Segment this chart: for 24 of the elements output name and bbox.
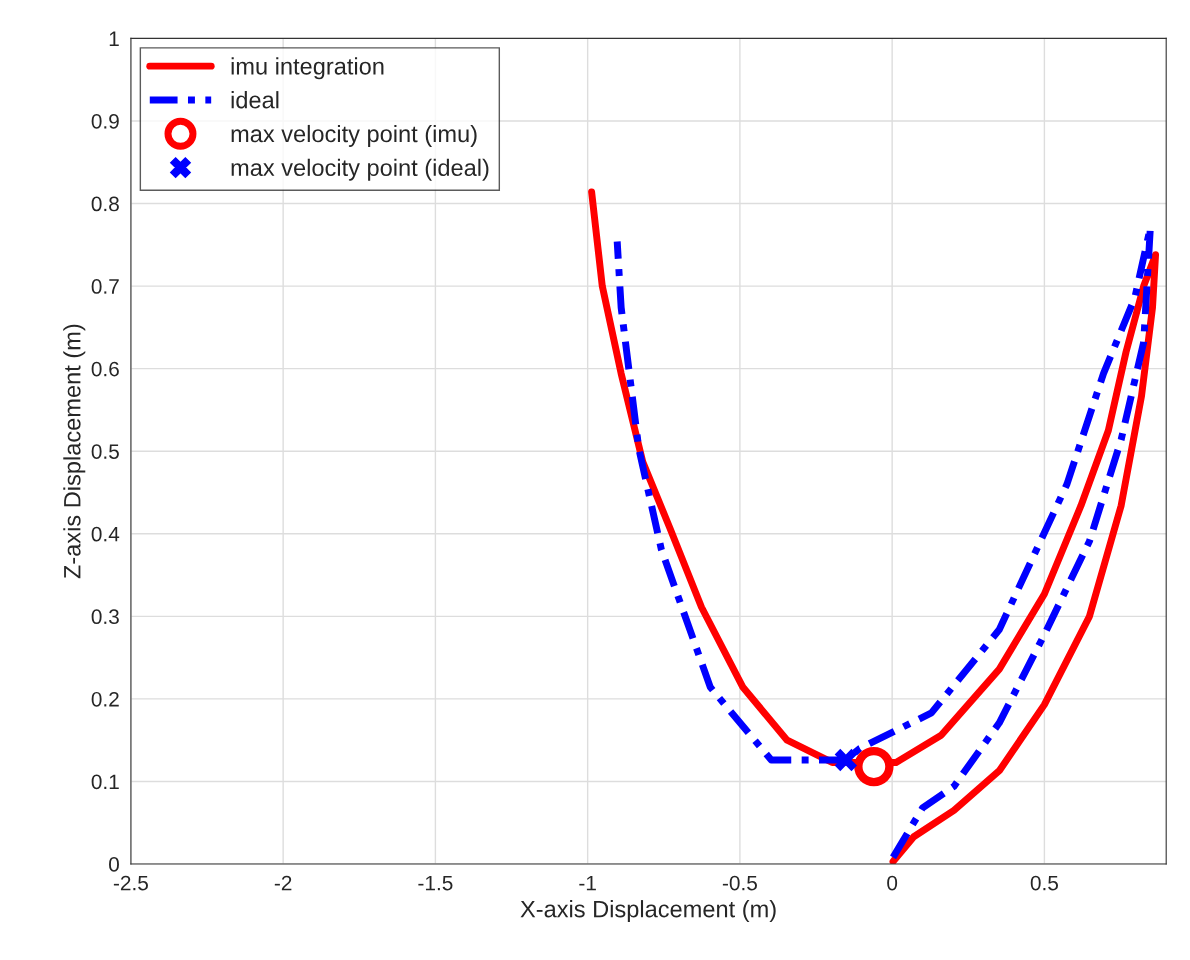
y-tick-label: 0.2 <box>91 691 119 707</box>
legend-label: ideal <box>231 91 279 109</box>
x-tick-label: -2 <box>274 875 292 891</box>
legend-label: max velocity point (ideal) <box>231 158 489 181</box>
x-tick-label: -1.5 <box>418 875 453 891</box>
y-axis-title: Z-axis Displacement (m) <box>63 324 86 579</box>
x-tick-label: -2.5 <box>113 875 148 891</box>
y-tick-label: 0.9 <box>91 113 119 129</box>
y-tick-label: 0 <box>109 857 119 872</box>
y-tick-label: 0.1 <box>91 774 119 790</box>
legend-label: imu integration <box>231 57 384 80</box>
y-tick-label: 0.6 <box>91 361 119 377</box>
y-tick-label: 0.3 <box>91 609 119 625</box>
x-tick-label: -1 <box>579 875 596 891</box>
y-tick-label: 0.8 <box>91 196 119 212</box>
y-tick-label: 0.4 <box>91 526 120 542</box>
y-tick-label: 0.7 <box>91 279 119 294</box>
x-tick-label: 0 <box>887 875 898 891</box>
y-tick-label: 1 <box>109 31 119 46</box>
x-axis-title: X-axis Displacement (m) <box>520 900 776 923</box>
legend-label: max velocity point (imu) <box>231 124 477 147</box>
y-tick-label: 0.5 <box>91 444 119 459</box>
x-tick-label: -0.5 <box>722 875 757 891</box>
x-tick-label: 0.5 <box>1030 875 1059 891</box>
